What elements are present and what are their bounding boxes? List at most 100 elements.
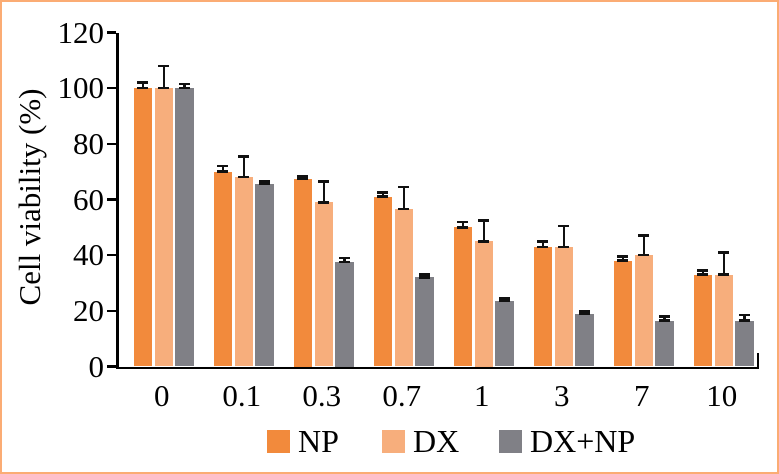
error-bar-whisker	[141, 82, 145, 89]
bar-dx-np	[495, 301, 514, 367]
error-bar-cap-top	[478, 219, 490, 222]
y-tick	[107, 365, 116, 368]
error-bar-cap-top	[259, 180, 271, 183]
error-bar-cap-bottom	[259, 182, 271, 186]
error-bar-cap-bottom	[739, 319, 751, 322]
x-tick-label: 1	[473, 378, 490, 413]
bar-dx	[314, 202, 333, 367]
y-tick	[107, 142, 116, 146]
error-bar-whisker	[242, 156, 245, 178]
y-tick	[107, 86, 116, 90]
error-bar-whisker	[162, 65, 165, 89]
y-tick-label: 100	[57, 70, 105, 106]
y-tick-label: 60	[73, 181, 104, 217]
error-bar-whisker	[583, 310, 586, 314]
error-bar-cap-bottom	[659, 319, 671, 322]
error-bar-whisker	[381, 192, 385, 197]
error-bar-whisker	[402, 186, 405, 210]
error-bar-cap-top	[617, 255, 629, 258]
error-bar-cap-bottom	[638, 253, 650, 257]
bar-dx-np	[575, 313, 594, 367]
error-bar-whisker	[642, 235, 645, 256]
error-bar-cap-bottom	[478, 240, 490, 243]
error-bar-cap-bottom	[158, 86, 170, 90]
error-bar-cap-top	[217, 164, 229, 168]
bar-np	[453, 227, 473, 367]
legend-label: DX+NP	[530, 423, 636, 459]
error-bar-whisker	[263, 181, 266, 185]
x-axis-line	[116, 366, 759, 369]
error-bar-cap-top	[179, 82, 191, 86]
error-bar-cap-bottom	[137, 86, 149, 90]
legend-item-dx-np: DX+NP	[499, 423, 636, 459]
error-bar-cap-bottom	[537, 245, 549, 249]
error-bar-whisker	[562, 225, 565, 247]
legend-swatch-icon	[499, 429, 522, 453]
y-tick	[107, 309, 116, 313]
error-bar-whisker	[503, 298, 506, 302]
error-bar-cap-top	[499, 297, 511, 300]
error-bar-cap-bottom	[697, 273, 709, 276]
error-bar-cap-bottom	[318, 201, 330, 204]
error-bar-cap-bottom	[558, 245, 570, 249]
error-bar-whisker	[722, 252, 725, 275]
legend-label: DX	[413, 423, 460, 459]
bar-dx	[554, 246, 573, 367]
error-bar-whisker	[621, 256, 625, 261]
x-tick-label: 3	[553, 378, 570, 413]
bar-dx-np	[335, 262, 354, 367]
error-bar-whisker	[183, 83, 186, 89]
bar-np	[293, 178, 313, 367]
error-bar-cap-bottom	[297, 177, 309, 180]
legend-item-dx: DX	[382, 423, 460, 459]
bar-dx-np	[655, 320, 674, 367]
y-tick-label: 120	[57, 14, 105, 50]
error-bar-cap-top	[697, 269, 709, 272]
legend-swatch-icon	[267, 429, 290, 453]
error-bar-whisker	[343, 257, 346, 263]
bar-dx-np	[735, 320, 754, 367]
error-bar-whisker	[461, 221, 465, 228]
error-bar-cap-bottom	[718, 273, 730, 276]
error-bar-cap-bottom	[339, 260, 351, 264]
error-bar-cap-bottom	[617, 259, 629, 262]
error-bar-cap-bottom	[179, 86, 191, 90]
error-bar-cap-bottom	[398, 207, 410, 211]
y-tick	[107, 198, 116, 201]
error-bar-cap-top	[739, 313, 751, 317]
legend-swatch-icon	[382, 429, 405, 453]
error-bar-cap-top	[238, 155, 250, 158]
x-axis-end-tick	[756, 352, 759, 367]
error-bar-cap-top	[339, 256, 351, 260]
legend-item-np: NP	[267, 423, 339, 459]
y-tick-label: 40	[73, 237, 104, 273]
error-bar-whisker	[221, 166, 225, 172]
x-tick-label: 7	[633, 378, 650, 413]
error-bar-cap-bottom	[499, 299, 511, 303]
error-bar-cap-top	[297, 174, 309, 178]
error-bar-cap-top	[419, 273, 431, 276]
error-bar-cap-top	[318, 180, 330, 183]
y-tick-label: 20	[73, 292, 104, 328]
error-bar-cap-top	[137, 81, 149, 84]
error-bar-whisker	[322, 181, 325, 203]
y-tick	[107, 31, 116, 34]
error-bar-cap-bottom	[217, 170, 229, 173]
error-bar-cap-top	[638, 234, 650, 237]
legend-label: NP	[298, 423, 339, 459]
error-bar-whisker	[743, 315, 746, 321]
error-bar-whisker	[541, 241, 545, 247]
error-bar-whisker	[423, 274, 426, 278]
bar-np	[213, 171, 233, 367]
error-bar-cap-top	[537, 240, 549, 243]
error-bar-whisker	[701, 270, 705, 275]
error-bar-cap-bottom	[238, 175, 250, 179]
bar-dx	[714, 274, 733, 367]
error-bar-cap-bottom	[579, 312, 591, 315]
bar-np	[693, 274, 713, 367]
error-bar-whisker	[301, 175, 305, 179]
bar-np	[133, 88, 153, 367]
error-bar-cap-top	[158, 64, 170, 68]
bar-dx-np	[415, 277, 434, 367]
y-tick-label: 80	[73, 125, 104, 161]
